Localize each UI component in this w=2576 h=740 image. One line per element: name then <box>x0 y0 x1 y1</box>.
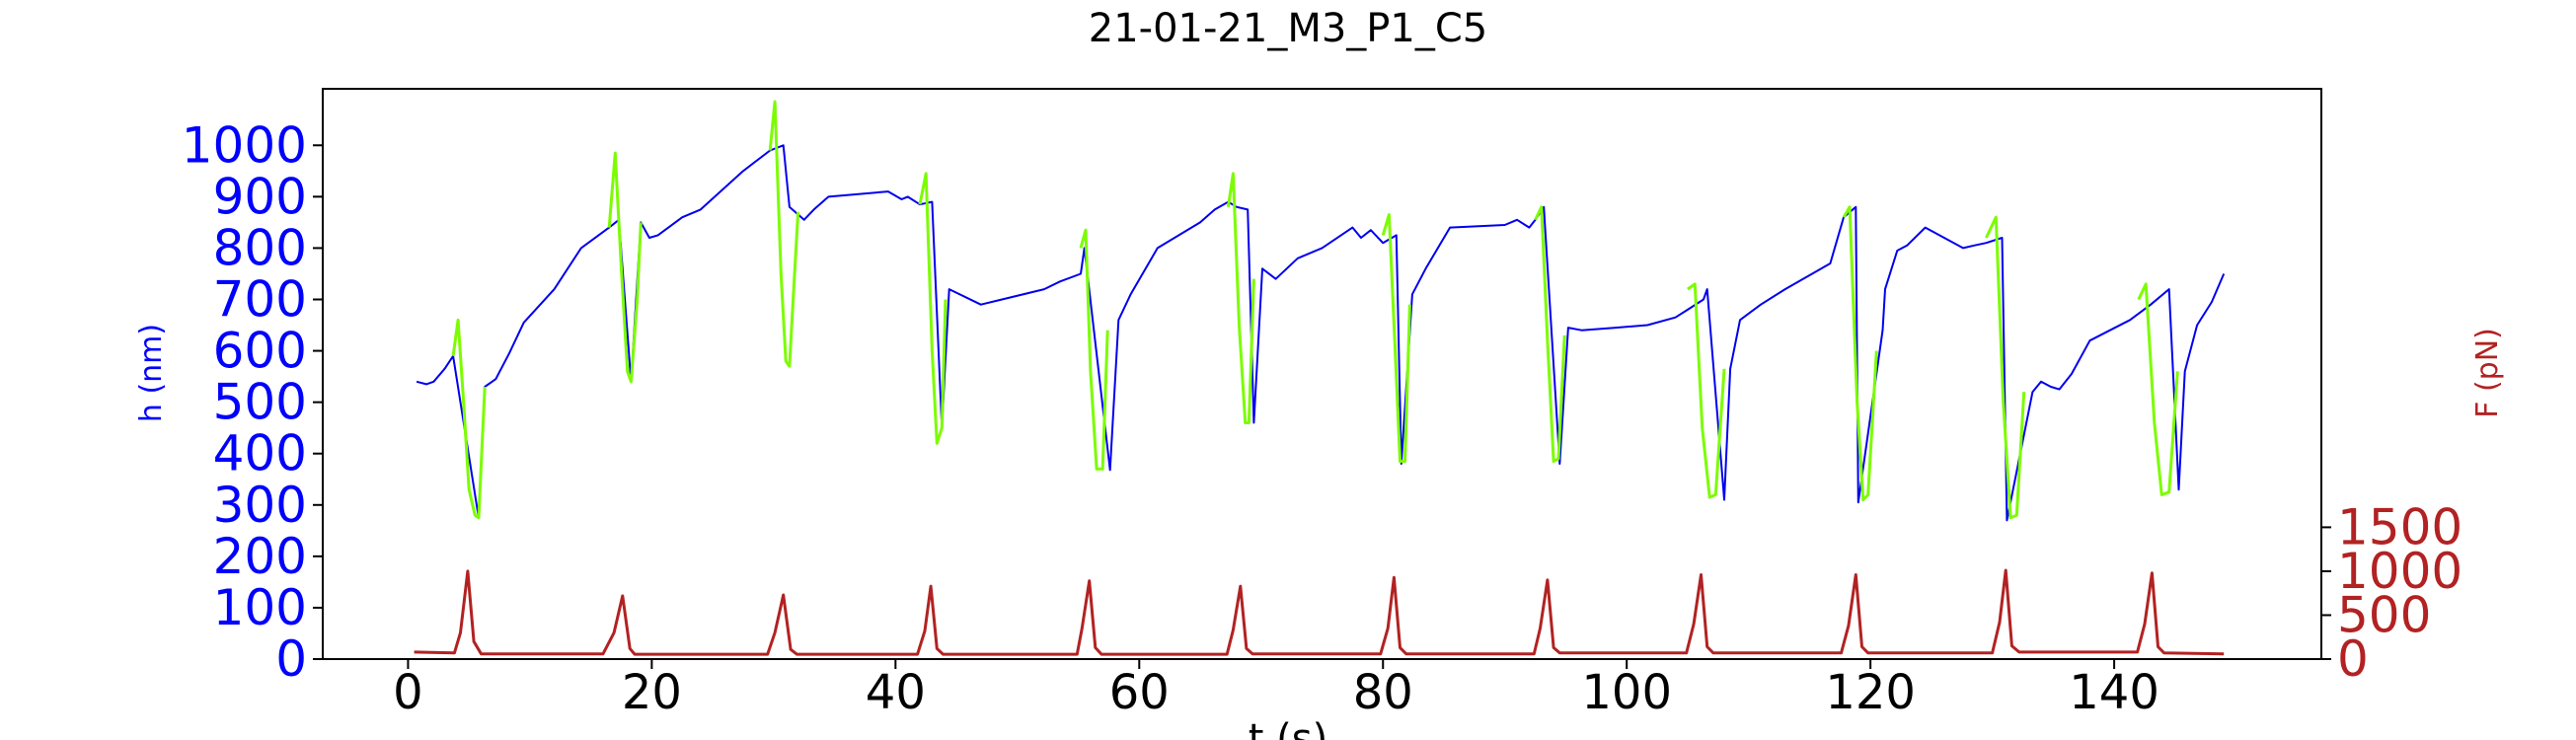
series-1-segment-11 <box>2137 282 2179 496</box>
y-left-tick-label-9: 900 <box>213 168 307 225</box>
y-left-tick-label-6: 600 <box>213 323 307 380</box>
y-right-tick-label-3: 1500 <box>2337 498 2462 555</box>
y-axis-label-right: F (pN) <box>2470 328 2505 418</box>
plot-area: 0 20 40 60 80 100 120 1400100200300400500600700… <box>182 88 2462 720</box>
y-right-tick-label-1: 500 <box>2337 586 2431 643</box>
y-left-tick-label-8: 800 <box>213 219 307 276</box>
x-tick-label-4: 80 <box>1353 665 1413 720</box>
y-axis-label-left: h (nm) <box>134 324 169 422</box>
series-1-segment-0 <box>451 318 487 520</box>
series-1-segment-6 <box>1381 213 1411 463</box>
y-left-tick-label-3: 300 <box>213 477 307 534</box>
y-left-tick-label-4: 400 <box>213 425 307 482</box>
x-axis-label: t (s) <box>1249 716 1327 740</box>
y-left-tick-label-0: 0 <box>275 630 307 688</box>
series-1-segment-3 <box>918 172 947 445</box>
chart-title: 21-01-21_M3_P1_C5 <box>1089 6 1487 51</box>
y-left-tick-label-2: 200 <box>213 528 307 585</box>
x-tick-label-3: 60 <box>1109 665 1170 720</box>
series-2-line <box>414 568 2225 656</box>
x-tick-label-7: 140 <box>2069 665 2159 720</box>
y-left-tick-label-5: 500 <box>213 374 307 431</box>
y-right-tick-label-0: 0 <box>2337 630 2369 688</box>
series-1-segment-10 <box>1985 215 2026 520</box>
series-1-segment-7 <box>1534 205 1566 463</box>
y-right-tick-label-2: 1000 <box>2337 543 2462 600</box>
series-1-segment-2 <box>768 100 800 368</box>
series-1-segment-1 <box>607 151 643 384</box>
y-left-tick-label-10: 1000 <box>182 116 307 174</box>
x-tick-label-1: 20 <box>622 665 682 720</box>
x-tick-label-2: 40 <box>866 665 926 720</box>
y-left-tick-label-1: 100 <box>213 579 307 636</box>
x-tick-label-6: 120 <box>1825 665 1916 720</box>
x-tick-label-0: 0 <box>393 665 423 720</box>
series-1-segment-9 <box>1842 205 1878 502</box>
plot-frame <box>322 88 2322 660</box>
series-0-line <box>416 144 2226 522</box>
series-1-segment-8 <box>1687 282 1726 499</box>
y-left-tick-label-7: 700 <box>213 270 307 328</box>
series-1-segment-5 <box>1226 172 1255 424</box>
series-1-segment-4 <box>1079 228 1109 471</box>
x-tick-label-5: 100 <box>1581 665 1672 720</box>
